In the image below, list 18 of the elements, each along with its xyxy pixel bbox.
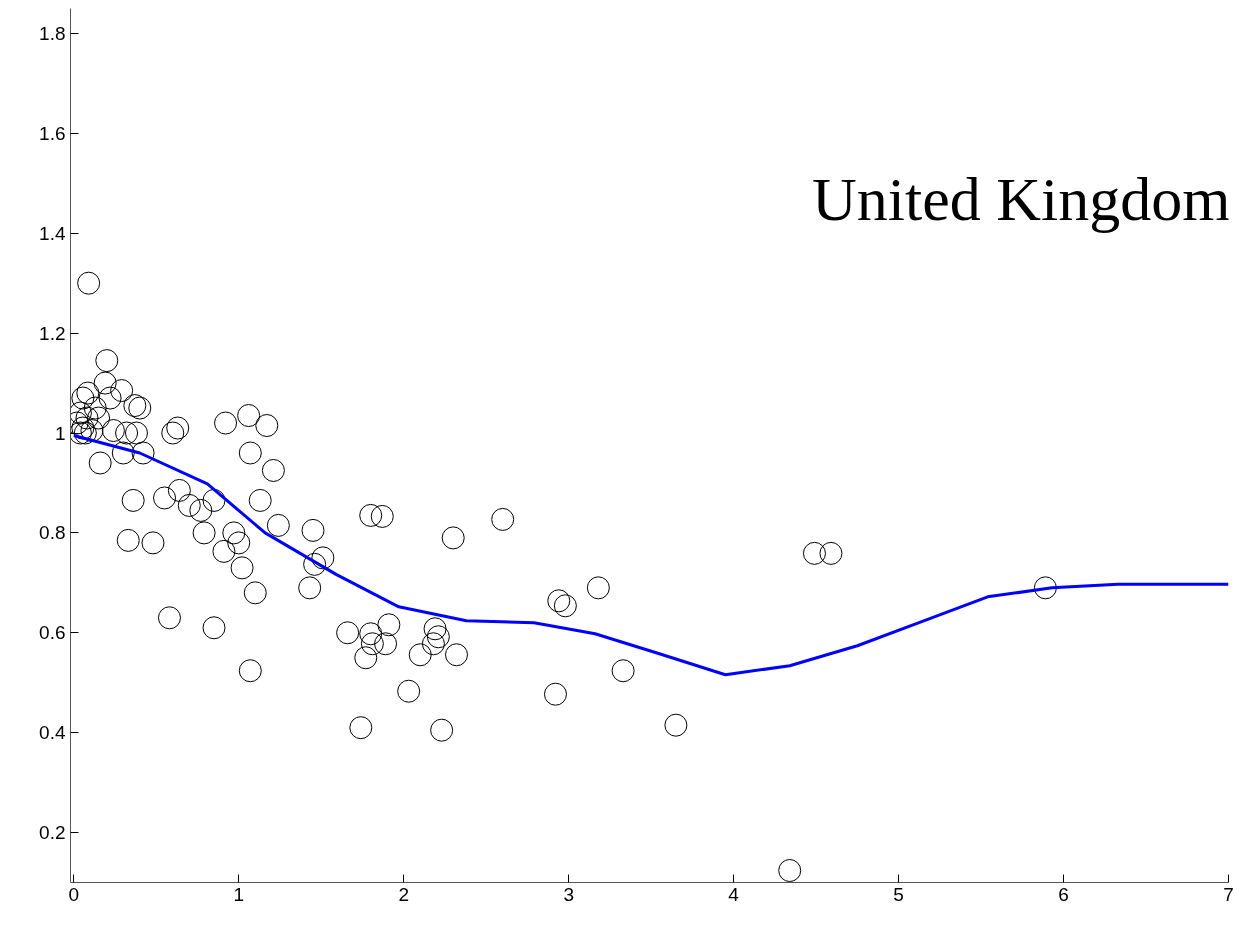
y-tick-label: 1.6 (39, 122, 66, 144)
x-tick-label: 5 (893, 883, 904, 905)
y-tick-label: 1.2 (39, 322, 66, 344)
x-tick-label: 1 (233, 883, 245, 905)
x-tick-label: 7 (1223, 883, 1234, 905)
y-tick-label: 1.4 (39, 222, 66, 244)
y-tick-label: 0.2 (39, 822, 66, 844)
y-tick-label: 1.8 (39, 22, 66, 44)
y-tick-label: 1 (54, 422, 66, 444)
y-tick-label: 0.6 (39, 622, 66, 644)
x-tick-label: 0 (68, 883, 80, 905)
x-tick-label: 2 (398, 883, 410, 905)
y-tick-label: 0.4 (39, 722, 66, 744)
line-series (72, 434, 1229, 677)
x-tick-label: 4 (728, 883, 740, 905)
x-tick-label: 3 (563, 883, 574, 905)
y-tick-label: 0.8 (39, 522, 66, 544)
x-tick-label: 6 (1058, 883, 1069, 905)
